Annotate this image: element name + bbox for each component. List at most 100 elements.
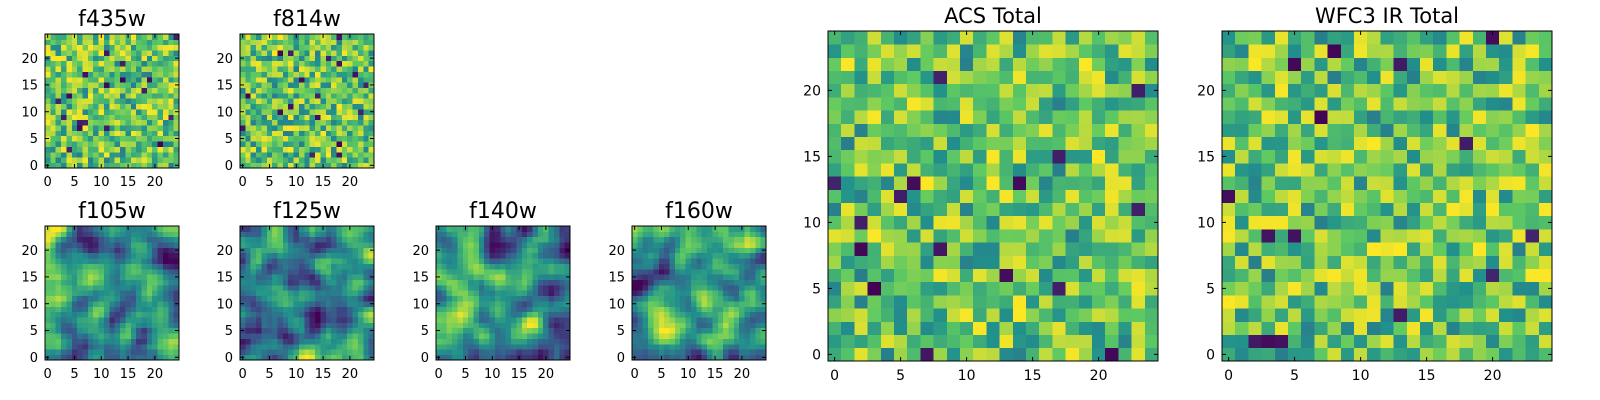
heatmap-cell bbox=[162, 146, 169, 153]
y-tick-label: 0 bbox=[421, 351, 429, 366]
heatmap-cell bbox=[250, 119, 257, 126]
heatmap-cell bbox=[559, 274, 566, 280]
heatmap-cell bbox=[755, 295, 762, 302]
heatmap-cell bbox=[527, 247, 533, 254]
heatmap-cell bbox=[1499, 295, 1513, 309]
heatmap-cell bbox=[152, 146, 158, 153]
heatmap-cell bbox=[125, 301, 132, 307]
heatmap-cell bbox=[341, 82, 348, 88]
heatmap-cell bbox=[250, 125, 257, 131]
heatmap-cell bbox=[867, 229, 882, 243]
heatmap-cell bbox=[920, 295, 934, 309]
heatmap-cell bbox=[55, 284, 62, 291]
heatmap-cell bbox=[146, 114, 153, 121]
heatmap-cell bbox=[489, 252, 496, 259]
heatmap-cell bbox=[109, 306, 116, 313]
heatmap-cell bbox=[1039, 83, 1053, 98]
heatmap-cell bbox=[61, 130, 67, 137]
heatmap-cell bbox=[347, 263, 353, 270]
heatmap-cell bbox=[632, 349, 638, 356]
heatmap-cell bbox=[136, 98, 142, 105]
heatmap-cell bbox=[653, 268, 660, 275]
heatmap-cell bbox=[1538, 242, 1553, 256]
heatmap-cell bbox=[867, 97, 882, 111]
heatmap-cell bbox=[61, 109, 67, 115]
heatmap-cell bbox=[277, 247, 284, 254]
heatmap-cell bbox=[707, 290, 713, 297]
heatmap-cell bbox=[320, 151, 327, 158]
heatmap-cell bbox=[109, 125, 116, 131]
heatmap-cell bbox=[261, 311, 268, 318]
heatmap-cell bbox=[82, 349, 89, 356]
heatmap-cell bbox=[674, 317, 681, 323]
heatmap-cell bbox=[680, 258, 686, 264]
heatmap-cell bbox=[245, 301, 252, 307]
heatmap-cell bbox=[136, 76, 142, 83]
heatmap-cell bbox=[341, 157, 348, 164]
heatmap-cell bbox=[120, 284, 126, 291]
heatmap-cell bbox=[1354, 255, 1368, 269]
heatmap-cell bbox=[999, 31, 1014, 45]
heatmap-cell bbox=[653, 258, 660, 264]
heatmap-cell bbox=[685, 333, 692, 339]
heatmap-cell bbox=[1446, 189, 1460, 203]
heatmap-cell bbox=[256, 162, 262, 169]
heatmap-cell bbox=[1525, 295, 1540, 309]
heatmap-cell bbox=[828, 31, 842, 45]
heatmap-cell bbox=[109, 71, 116, 78]
heatmap-cell bbox=[632, 343, 638, 350]
heatmap-cell bbox=[696, 247, 703, 254]
heatmap-cell bbox=[690, 290, 697, 297]
heatmap-cell bbox=[1367, 281, 1381, 296]
heatmap-cell bbox=[325, 274, 332, 280]
heatmap-cell bbox=[331, 226, 337, 232]
heatmap-cell bbox=[71, 119, 78, 126]
heatmap-cell bbox=[141, 247, 148, 254]
heatmap-cell bbox=[854, 295, 868, 309]
heatmap-cell bbox=[457, 263, 464, 270]
heatmap-cell bbox=[173, 60, 180, 67]
heatmap-cell bbox=[632, 242, 638, 248]
heatmap-cell bbox=[363, 44, 370, 51]
heatmap-cell bbox=[1092, 202, 1106, 217]
heatmap-cell bbox=[256, 109, 262, 115]
heatmap-cell bbox=[245, 311, 252, 318]
heatmap-cell bbox=[77, 66, 83, 72]
heatmap-cell bbox=[120, 322, 126, 329]
heatmap-cell bbox=[352, 119, 359, 126]
heatmap-cell bbox=[1065, 347, 1080, 362]
heatmap-cell bbox=[755, 290, 762, 297]
heatmap-cell bbox=[368, 322, 375, 329]
heatmap-cell bbox=[50, 146, 57, 153]
heatmap-cell bbox=[368, 343, 375, 350]
heatmap-cell bbox=[168, 82, 175, 88]
heatmap-cell bbox=[500, 306, 507, 313]
heatmap-cell bbox=[93, 327, 99, 334]
heatmap-cell bbox=[1367, 189, 1381, 203]
heatmap-cell bbox=[1222, 215, 1236, 230]
heatmap-cell bbox=[245, 66, 252, 72]
heatmap-cell bbox=[98, 92, 105, 99]
heatmap-cell bbox=[114, 76, 121, 83]
heatmap-cell bbox=[755, 258, 762, 264]
heatmap-cell bbox=[664, 290, 670, 297]
heatmap-cell bbox=[87, 130, 94, 137]
heatmap-cell bbox=[120, 66, 126, 72]
heatmap-cell bbox=[98, 231, 105, 238]
heatmap-cell bbox=[468, 333, 474, 339]
heatmap-cell bbox=[347, 242, 353, 248]
heatmap-cell bbox=[755, 338, 762, 345]
heatmap-cell bbox=[320, 242, 327, 248]
heatmap-cell bbox=[341, 354, 348, 361]
heatmap-cell bbox=[261, 317, 268, 323]
y-tick-label: 5 bbox=[421, 324, 429, 339]
heatmap-cell bbox=[352, 333, 359, 339]
heatmap-cell bbox=[516, 301, 523, 307]
heatmap-cell bbox=[920, 123, 934, 137]
heatmap-cell bbox=[256, 268, 262, 275]
heatmap-cell bbox=[168, 226, 175, 232]
heatmap-cell bbox=[1406, 281, 1421, 296]
heatmap-cell bbox=[336, 125, 343, 131]
heatmap-cell bbox=[325, 322, 332, 329]
